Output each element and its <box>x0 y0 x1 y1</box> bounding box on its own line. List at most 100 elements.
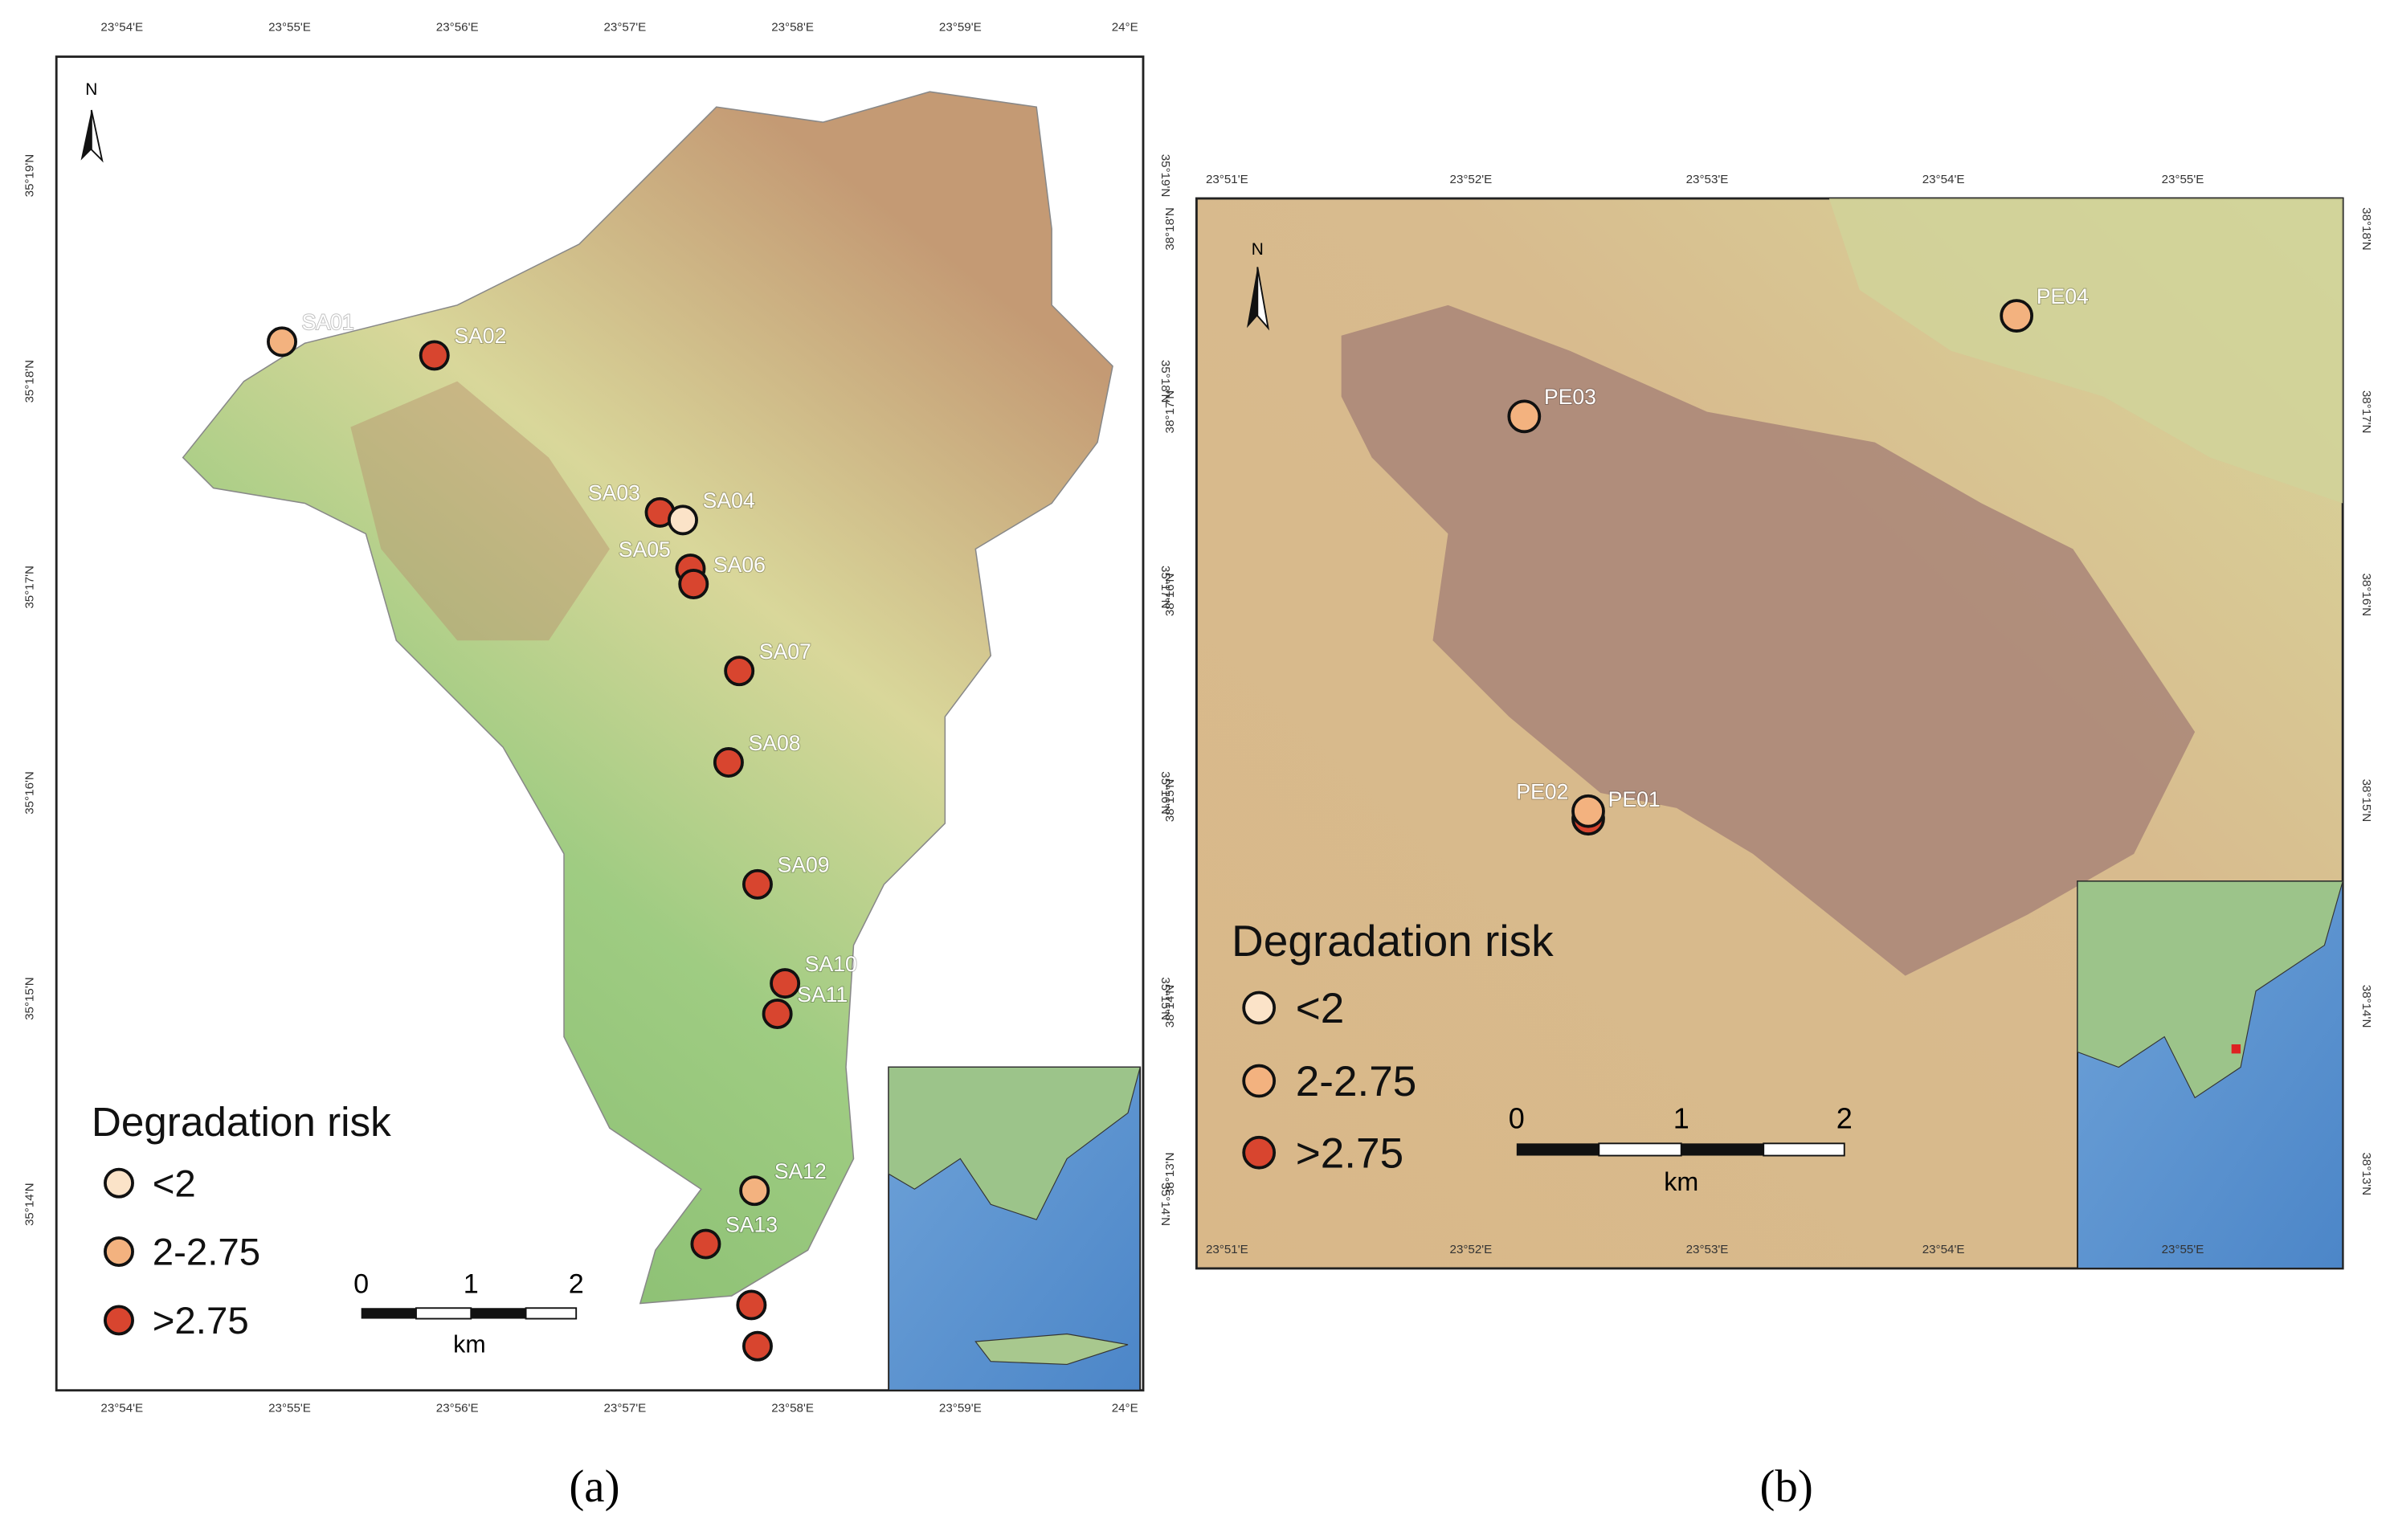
site-marker <box>419 340 450 371</box>
latitude-label: 35°19'N <box>23 154 37 198</box>
scale-label: 1 <box>1673 1101 1689 1134</box>
longitude-label: 23°54'E <box>100 1401 143 1415</box>
scale-label: 2 <box>569 1268 584 1299</box>
scale-label: 1 <box>464 1268 479 1299</box>
longitude-label: 23°57'E <box>604 20 647 34</box>
longitude-label: 23°55'E <box>2162 173 2204 186</box>
longitude-label: 23°55'E <box>2162 1243 2204 1256</box>
inset-island <box>974 1333 1129 1366</box>
longitude-label: 23°52'E <box>1450 173 1493 186</box>
site-label: SA11 <box>797 982 848 1007</box>
longitude-label: 23°55'E <box>268 1401 311 1415</box>
legend-label: >2.75 <box>1296 1129 1403 1177</box>
latitude-label: 35°19'N <box>1158 154 1172 198</box>
inset-location <box>2231 1044 2241 1054</box>
latitude-label: 35°17'N <box>1158 566 1172 609</box>
site-label: SA04 <box>703 488 755 513</box>
longitude-label: 23°56'E <box>436 1401 479 1415</box>
latitude-label: 35°14'N <box>1158 1183 1172 1226</box>
site-label: PE04 <box>2037 284 2089 308</box>
site-label: SA02 <box>454 324 506 348</box>
latitude-label: 35°18'N <box>23 360 37 403</box>
terrain <box>1341 304 2196 976</box>
scale-label: 0 <box>353 1268 369 1299</box>
panel-caption: (b) <box>1759 1461 1812 1512</box>
legend-title: Degradation risk <box>92 1099 391 1145</box>
site-label: SA13 <box>725 1212 778 1236</box>
scale-unit: km <box>453 1331 485 1358</box>
longitude-label: 23°53'E <box>1686 173 1729 186</box>
legend-marker <box>1242 991 1277 1025</box>
legend-marker <box>1242 1135 1277 1170</box>
latitude-label: 38°14'N <box>1163 985 1177 1028</box>
north-label: N <box>85 80 97 99</box>
site-marker <box>739 1175 770 1207</box>
latitude-label: 35°16'N <box>23 771 37 815</box>
latitude-label: 38°15'N <box>1163 779 1177 823</box>
longitude-label: 23°54'E <box>100 20 143 34</box>
site-marker <box>742 868 773 900</box>
site-marker <box>770 968 801 999</box>
latitude-label: 38°13'N <box>1163 1152 1177 1195</box>
legend-marker <box>1242 1064 1277 1098</box>
longitude-label: 23°54'E <box>1922 1243 1965 1256</box>
longitude-label: 23°51'E <box>1206 1243 1248 1256</box>
site-label: SA07 <box>759 639 811 664</box>
longitude-label: 23°56'E <box>436 20 479 34</box>
legend-title: Degradation risk <box>1232 916 1554 966</box>
longitude-label: 23°51'E <box>1206 173 1248 186</box>
site-marker <box>2000 299 2034 333</box>
scale-label: 0 <box>1509 1101 1525 1134</box>
latitude-label: 38°18'N <box>1163 207 1177 251</box>
inset-land <box>2077 880 2343 1099</box>
longitude-label: 23°58'E <box>771 20 814 34</box>
latitude-label: 38°16'N <box>1163 573 1177 616</box>
latitude-label: 35°14'N <box>23 1183 37 1226</box>
lowland <box>1828 198 2343 504</box>
site-label: SA01 <box>302 310 354 334</box>
latitude-label: 35°17'N <box>23 566 37 609</box>
legend-label: <2 <box>153 1162 196 1205</box>
longitude-label: 24°E <box>1112 1401 1138 1415</box>
longitude-label: 23°59'E <box>939 1401 982 1415</box>
site-label: SA06 <box>713 553 766 577</box>
latitude-label: 38°13'N <box>2359 1152 2373 1195</box>
longitude-label: 23°59'E <box>939 20 982 34</box>
legend-label: <2 <box>1296 985 1345 1032</box>
site-marker <box>1571 794 1605 828</box>
site-label: SA08 <box>749 731 801 755</box>
north-label: N <box>1252 240 1264 259</box>
site-marker <box>668 504 698 536</box>
site-marker <box>267 326 297 357</box>
legend-marker <box>104 1236 134 1268</box>
site-label: SA10 <box>805 952 857 976</box>
site-label: SA03 <box>588 481 640 505</box>
site-marker <box>713 747 744 778</box>
panel-caption: (a) <box>569 1461 619 1512</box>
site-marker <box>762 999 793 1030</box>
latitude-label: 38°15'N <box>2359 779 2373 823</box>
latitude-label: 38°16'N <box>2359 573 2373 616</box>
legend-label: 2-2.75 <box>153 1232 260 1274</box>
longitude-label: 23°52'E <box>1450 1243 1493 1256</box>
site-marker <box>742 1330 773 1362</box>
scale-bar <box>361 1307 578 1320</box>
scale-bar <box>1516 1142 1845 1157</box>
longitude-label: 23°58'E <box>771 1401 814 1415</box>
site-marker <box>736 1289 767 1321</box>
site-label: PE01 <box>1608 787 1661 811</box>
legend-marker <box>104 1167 134 1199</box>
legend-label: 2-2.75 <box>1296 1058 1417 1105</box>
site-label: SA12 <box>774 1159 827 1183</box>
site-label: SA09 <box>778 853 830 877</box>
longitude-label: 23°54'E <box>1922 173 1965 186</box>
legend-label: >2.75 <box>153 1300 249 1342</box>
north-arrow: N <box>1247 240 1270 331</box>
site-marker <box>1507 399 1542 434</box>
latitude-label: 35°16'N <box>1158 771 1172 815</box>
latitude-label: 38°14'N <box>2359 985 2373 1028</box>
site-label: PE03 <box>1544 385 1596 409</box>
latitude-label: 38°17'N <box>2359 390 2373 434</box>
legend-marker <box>104 1305 134 1336</box>
site-label: PE02 <box>1516 780 1568 804</box>
